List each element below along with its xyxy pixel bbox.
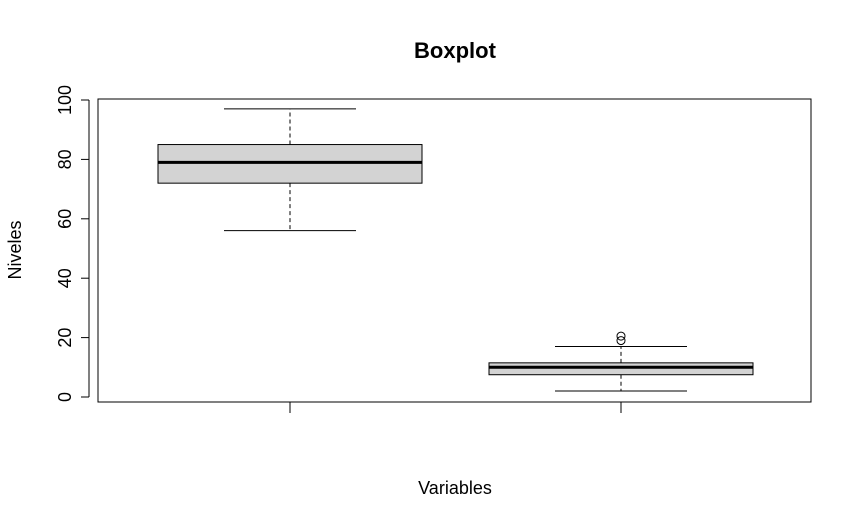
outlier-point [616,336,626,346]
boxes-layer [157,108,754,392]
x-axis-label: Variables [418,478,492,498]
y-tick-label: 0 [55,392,75,402]
box-2 [488,331,754,392]
y-tick-label: 100 [55,85,75,115]
x-axis [289,402,622,413]
box-1 [157,108,423,232]
y-tick-label: 20 [55,328,75,348]
y-tick-label: 60 [55,209,75,229]
y-axis: 0 20 40 60 80 100 [55,85,90,402]
y-tick-label: 80 [55,149,75,169]
y-tick-label: 40 [55,268,75,288]
y-axis-label: Niveles [5,220,25,279]
plot-frame [97,98,812,403]
outlier-point [616,331,626,341]
chart-title: Boxplot [414,38,497,63]
